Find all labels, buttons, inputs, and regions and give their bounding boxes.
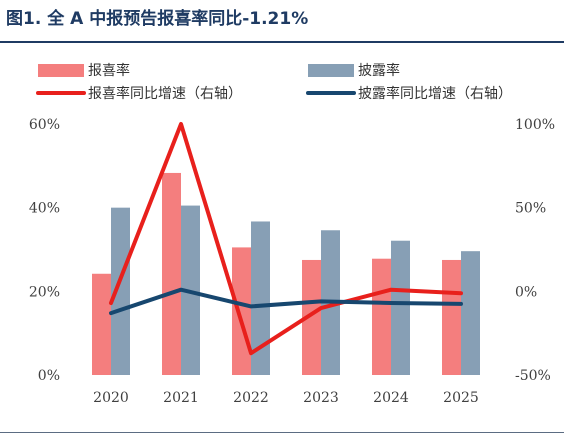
right-tick-label: 0% xyxy=(515,284,537,300)
bar-2-2025 xyxy=(461,251,480,375)
x-tick-label: 2022 xyxy=(233,390,269,406)
right-tick-label: 100% xyxy=(515,117,555,133)
lines-group xyxy=(109,122,463,356)
x-tick-label: 2025 xyxy=(443,390,479,406)
title-underline xyxy=(0,41,564,43)
right-tick-label: 50% xyxy=(515,201,546,217)
legend-label-2: 披露率 xyxy=(358,62,400,79)
bar-2-2020 xyxy=(111,207,130,375)
bar-1-2024 xyxy=(372,258,391,375)
legend-swatch-2 xyxy=(308,64,354,77)
ticks-group: 0% 20% 40% 60% -50% 0% 50% 100% 2020 2021 2022 2023… xyxy=(29,117,555,406)
bar-1-2023 xyxy=(302,259,321,375)
left-tick-label: 40% xyxy=(29,201,60,217)
bar-1-2020 xyxy=(92,273,111,375)
bar-1-2025 xyxy=(442,259,461,375)
bar-1-2022 xyxy=(232,247,251,375)
legend-label-4: 披露率同比增速（右轴） xyxy=(358,85,512,102)
legend-label-1: 报喜率 xyxy=(88,62,130,79)
left-tick-label: 20% xyxy=(29,284,60,300)
bar-2-2022 xyxy=(251,221,270,375)
line-series-1 xyxy=(109,122,463,356)
x-tick-label: 2020 xyxy=(93,390,129,406)
legend-label-3: 报喜率同比增速（右轴） xyxy=(88,85,242,102)
x-tick-label: 2021 xyxy=(163,390,199,406)
x-tick-label: 2024 xyxy=(373,390,409,406)
left-tick-label: 0% xyxy=(38,368,60,384)
figure-title: 图1. 全 A 中报预告报喜率同比-1.21% xyxy=(6,9,309,29)
x-tick-label: 2023 xyxy=(303,390,339,406)
bar-1-2021 xyxy=(162,172,181,375)
bottom-rule xyxy=(0,432,564,433)
bar-2-2024 xyxy=(391,240,410,375)
bars-group xyxy=(92,172,480,375)
right-tick-label: -50% xyxy=(515,368,551,384)
line-series-2 xyxy=(109,287,463,316)
left-tick-label: 60% xyxy=(29,117,60,133)
legend-swatch-1 xyxy=(38,64,84,77)
